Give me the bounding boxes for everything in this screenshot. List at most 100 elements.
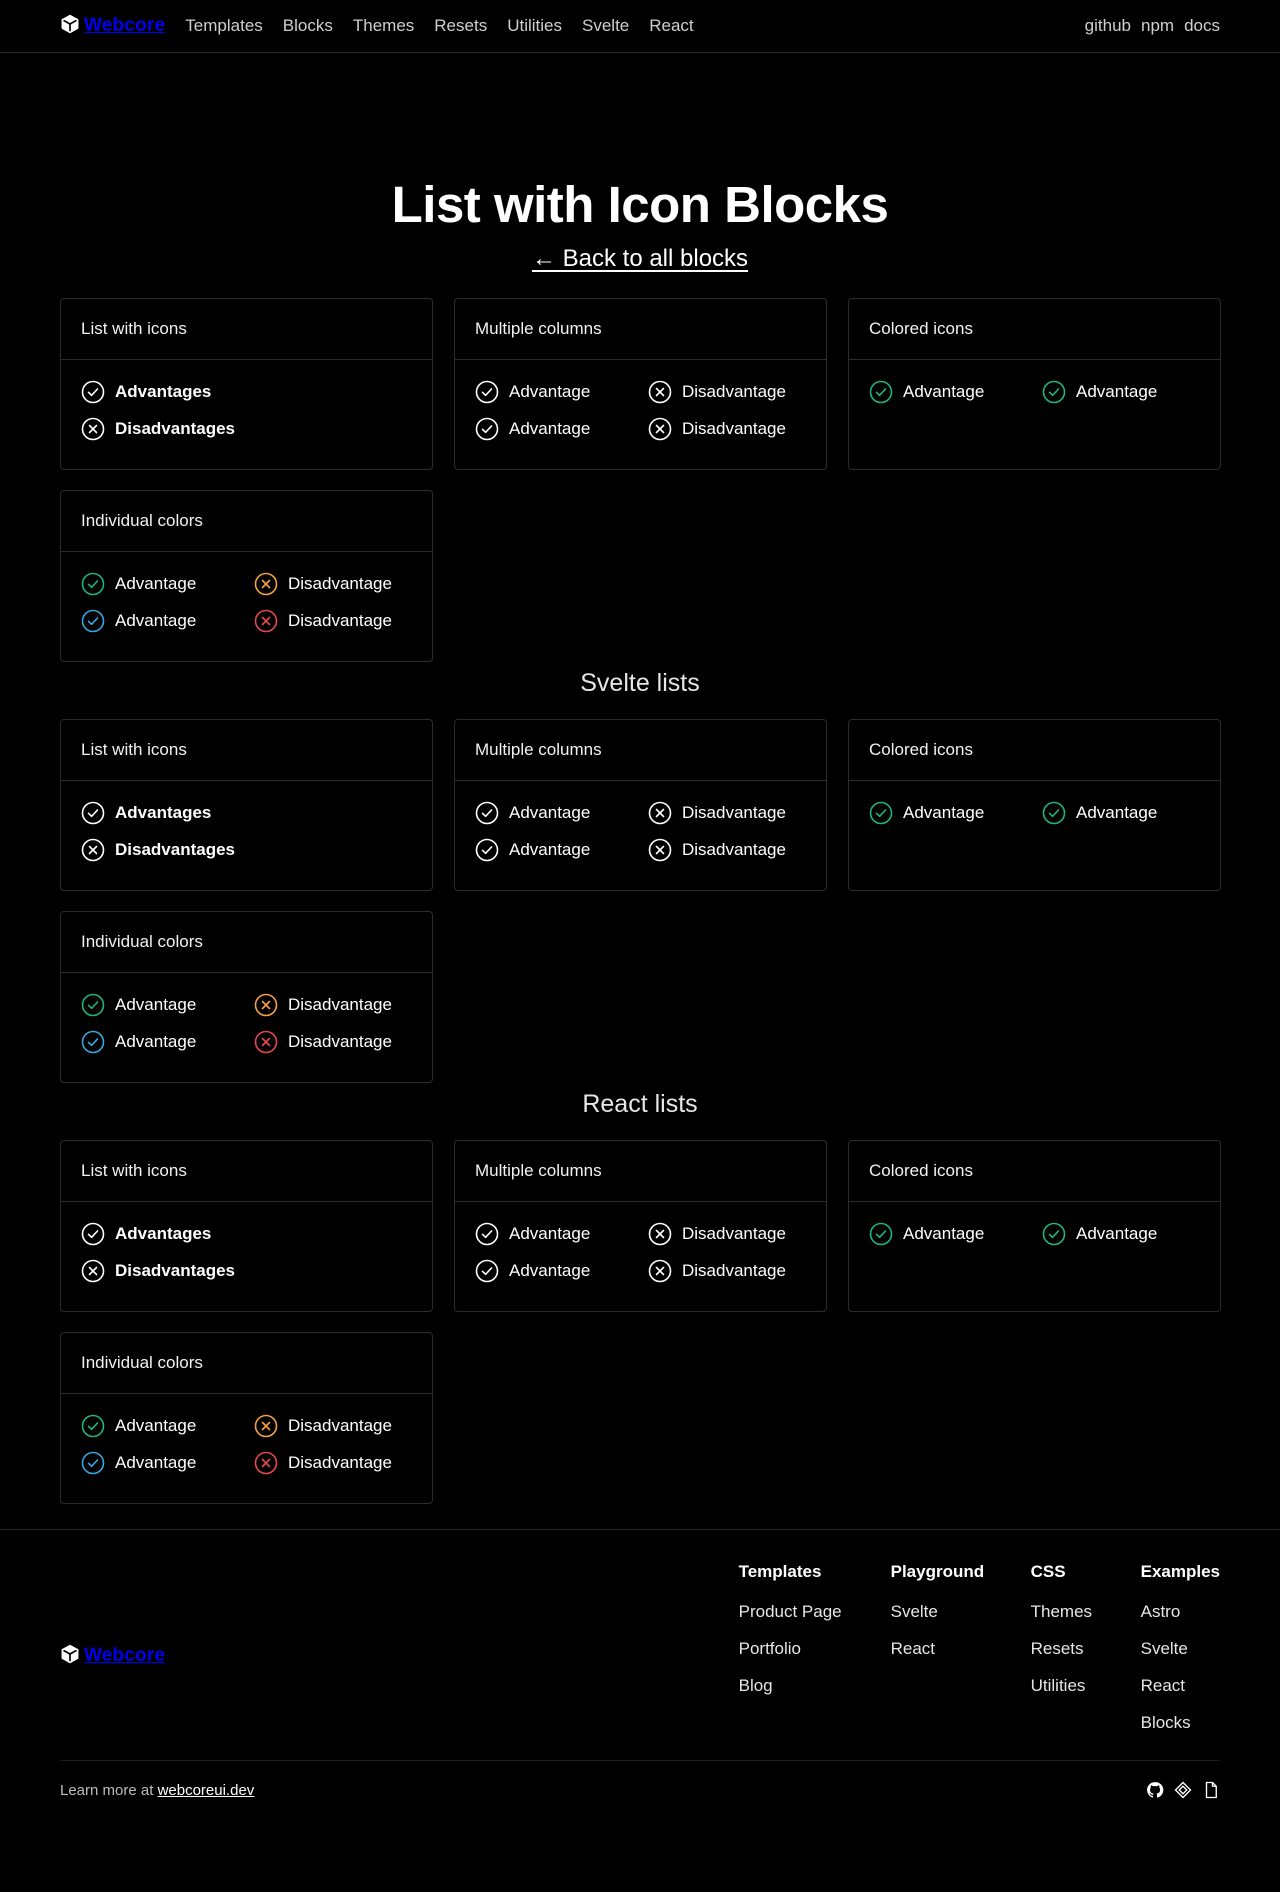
list-item: Disadvantage <box>254 572 427 596</box>
icon-list: Advantages Disadvantages <box>61 1202 432 1283</box>
github-link[interactable]: github <box>1084 16 1131 35</box>
card-title: List with icons <box>61 720 432 781</box>
check-circle-icon <box>475 380 499 404</box>
check-circle-icon <box>475 1222 499 1246</box>
list-item: Disadvantage <box>254 609 427 633</box>
footer-link-blog[interactable]: Blog <box>738 1676 773 1695</box>
cards-grid: List with icons Advantages Disadvantages Mu… <box>0 1140 1280 1504</box>
check-circle-icon <box>869 801 893 825</box>
footer-link-blocks[interactable]: Blocks <box>1140 1713 1191 1732</box>
footer-col-title: CSS <box>1030 1562 1066 1581</box>
x-circle-icon-graphic <box>81 838 105 862</box>
list-item-label: Disadvantage <box>682 382 786 401</box>
footer-brand-link[interactable]: Webcore <box>60 1562 165 1750</box>
card-title: Multiple columns <box>455 720 826 781</box>
footer-link-react-example[interactable]: React <box>1140 1676 1186 1695</box>
icon-list: Advantage Disadvantage Advantage Disadvanta… <box>455 1202 826 1283</box>
list-item-label: Advantage <box>115 1032 197 1051</box>
nav-svelte[interactable]: Svelte <box>582 16 630 35</box>
check-circle-icon-graphic <box>81 801 105 825</box>
check-circle-icon-graphic <box>81 1222 105 1246</box>
list-item-label: Advantage <box>115 1416 197 1435</box>
list-item: Advantage <box>475 417 648 441</box>
check-circle-icon-graphic <box>869 1222 893 1246</box>
check-circle-icon <box>1042 801 1066 825</box>
footer-link-portfolio[interactable]: Portfolio <box>738 1639 801 1658</box>
github-icon[interactable] <box>1146 1781 1164 1799</box>
card-title: Multiple columns <box>455 1141 826 1202</box>
list-item-label: Disadvantage <box>288 995 392 1014</box>
x-circle-icon-graphic <box>254 572 278 596</box>
check-circle-icon-graphic <box>81 1414 105 1438</box>
nav-themes[interactable]: Themes <box>352 16 415 35</box>
list-item: Advantage <box>81 1030 254 1054</box>
docs-icon[interactable] <box>1202 1781 1220 1799</box>
x-circle-icon-graphic <box>81 417 105 441</box>
check-circle-icon-graphic <box>475 380 499 404</box>
list-item: Disadvantage <box>648 801 821 825</box>
docs-link[interactable]: docs <box>1184 16 1220 35</box>
npm-link[interactable]: npm <box>1141 16 1175 35</box>
check-circle-icon-graphic <box>475 801 499 825</box>
footer-link-product-page[interactable]: Product Page <box>738 1602 842 1621</box>
x-circle-icon-graphic <box>254 1030 278 1054</box>
footer-link-svelte-example[interactable]: Svelte <box>1140 1639 1188 1658</box>
list-item: Advantage <box>869 1222 1042 1246</box>
footer-link-svelte[interactable]: Svelte <box>890 1602 938 1621</box>
check-circle-icon-graphic <box>475 417 499 441</box>
check-circle-icon-graphic <box>1042 380 1066 404</box>
check-circle-icon <box>869 380 893 404</box>
npm-icon[interactable] <box>1174 1781 1192 1799</box>
check-circle-icon <box>81 380 105 404</box>
card-title: List with icons <box>61 299 432 360</box>
nav-templates[interactable]: Templates <box>185 16 263 35</box>
back-to-blocks-link[interactable]: ← Back to all blocks <box>531 245 749 273</box>
list-item-label: Advantage <box>509 382 591 401</box>
footer-link-resets[interactable]: Resets <box>1030 1639 1084 1658</box>
footer-link-utilities[interactable]: Utilities <box>1030 1676 1086 1695</box>
footer-col-templates: Templates Product Page Portfolio Blog <box>739 1550 891 1750</box>
nav-blocks[interactable]: Blocks <box>282 16 333 35</box>
list-card: List with icons Advantages Disadvantages <box>60 1140 433 1312</box>
webcoreui-link[interactable]: webcoreui.dev <box>157 1781 255 1799</box>
x-circle-icon <box>648 1222 672 1246</box>
icon-list: Advantage Advantage <box>849 781 1220 825</box>
list-item: Advantage <box>475 1259 648 1283</box>
list-item: Advantage <box>869 380 1042 404</box>
brand-link[interactable]: Webcore <box>60 14 165 39</box>
check-circle-icon <box>475 838 499 862</box>
list-item: Advantage <box>81 609 254 633</box>
check-circle-icon <box>81 1030 105 1054</box>
list-item-label: Advantage <box>509 1224 591 1243</box>
x-circle-icon-graphic <box>81 1259 105 1283</box>
check-circle-icon-graphic <box>81 572 105 596</box>
footer-link-astro[interactable]: Astro <box>1140 1602 1181 1621</box>
footer-link-themes[interactable]: Themes <box>1030 1602 1093 1621</box>
main-nav: Templates Blocks Themes Resets Utilities… <box>185 16 693 36</box>
brand-name: Webcore <box>84 15 166 36</box>
list-item-label: Advantage <box>115 1453 197 1472</box>
nav-resets[interactable]: Resets <box>434 16 488 35</box>
footer-col-playground: Playground Svelte React <box>891 1550 1031 1750</box>
footer-col-examples: Examples Astro Svelte React Blocks <box>1141 1550 1220 1750</box>
nav-utilities[interactable]: Utilities <box>507 16 562 35</box>
list-card: Colored icons Advantage Advantage <box>848 1140 1221 1312</box>
icon-list: Advantage Disadvantage Advantage Disadvanta… <box>455 360 826 441</box>
list-item: Advantage <box>1042 801 1215 825</box>
x-circle-icon <box>81 417 105 441</box>
check-circle-icon <box>81 572 105 596</box>
footer-link-react[interactable]: React <box>890 1639 936 1658</box>
x-circle-icon <box>648 1259 672 1283</box>
check-circle-icon-graphic <box>81 993 105 1017</box>
list-item: Advantage <box>475 380 648 404</box>
nav-react[interactable]: React <box>649 16 694 35</box>
x-circle-icon <box>648 417 672 441</box>
x-circle-icon-graphic <box>254 993 278 1017</box>
site-header: Webcore Templates Blocks Themes Resets U… <box>0 0 1280 53</box>
list-item: Disadvantage <box>648 838 821 862</box>
x-circle-icon <box>648 838 672 862</box>
list-item-label: Advantage <box>115 995 197 1014</box>
list-item-label: Disadvantages <box>115 419 235 438</box>
check-circle-icon <box>81 609 105 633</box>
list-item-label: Disadvantages <box>115 1261 235 1280</box>
